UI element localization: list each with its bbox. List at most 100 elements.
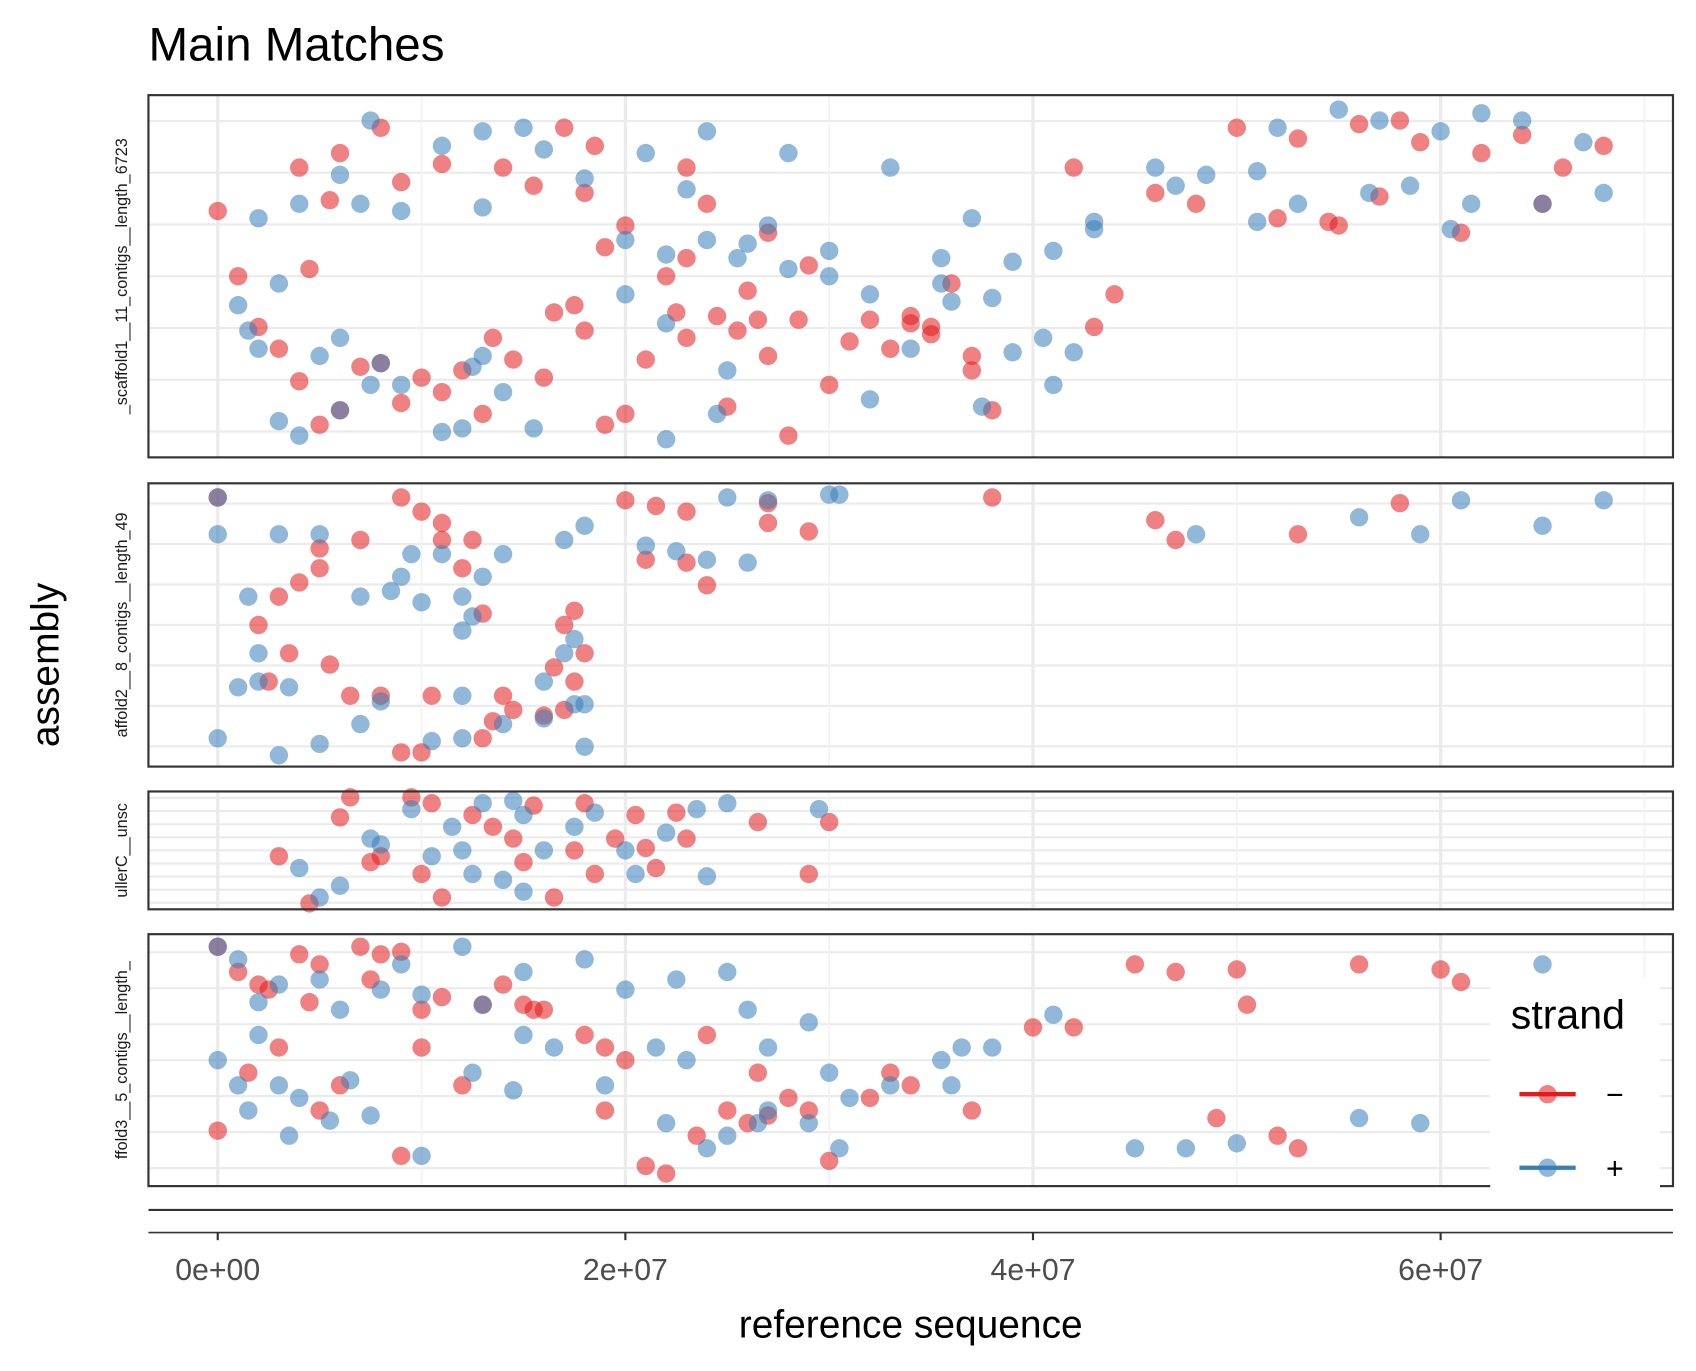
point bbox=[544, 888, 564, 907]
point bbox=[575, 321, 594, 340]
point bbox=[473, 729, 492, 748]
chart-title: Main Matches bbox=[148, 19, 444, 72]
point bbox=[565, 817, 584, 837]
point bbox=[371, 835, 390, 854]
empty-facet bbox=[148, 1208, 1673, 1234]
point bbox=[718, 1101, 737, 1120]
point bbox=[351, 194, 370, 214]
point bbox=[656, 1113, 676, 1133]
point bbox=[290, 945, 309, 964]
point bbox=[819, 267, 839, 286]
x-tick-label: 4e+07 bbox=[990, 1254, 1075, 1287]
point bbox=[809, 799, 829, 819]
point bbox=[310, 734, 329, 754]
point bbox=[575, 950, 594, 969]
point bbox=[453, 587, 472, 606]
point bbox=[860, 310, 880, 329]
point bbox=[310, 888, 329, 907]
point bbox=[290, 372, 309, 391]
point bbox=[453, 937, 472, 956]
point bbox=[1370, 111, 1389, 130]
point bbox=[1044, 241, 1063, 261]
point bbox=[1411, 1113, 1430, 1133]
point bbox=[1166, 176, 1185, 195]
point bbox=[534, 709, 554, 728]
facet-label: affold2__8_contigs__length_49 bbox=[113, 512, 131, 737]
point bbox=[473, 995, 492, 1014]
point bbox=[422, 686, 441, 705]
point bbox=[799, 864, 818, 884]
point bbox=[1146, 510, 1165, 530]
point bbox=[402, 544, 421, 564]
point bbox=[595, 1038, 615, 1057]
point bbox=[1064, 343, 1083, 362]
legend-title: strand bbox=[1511, 991, 1625, 1037]
point bbox=[616, 285, 635, 304]
point bbox=[402, 799, 421, 819]
point bbox=[1237, 995, 1257, 1014]
point bbox=[901, 339, 920, 358]
point bbox=[412, 1000, 431, 1019]
point bbox=[269, 1038, 289, 1057]
point bbox=[626, 805, 645, 825]
point bbox=[555, 118, 574, 137]
point bbox=[860, 390, 880, 409]
point bbox=[412, 593, 431, 612]
point bbox=[269, 587, 289, 606]
point bbox=[1451, 972, 1471, 992]
point bbox=[656, 1164, 676, 1183]
point bbox=[391, 743, 411, 762]
point bbox=[504, 700, 523, 720]
point bbox=[656, 314, 676, 333]
point bbox=[1186, 194, 1206, 214]
point bbox=[616, 216, 635, 235]
point bbox=[677, 1050, 696, 1070]
point bbox=[239, 1063, 258, 1082]
point bbox=[361, 375, 380, 395]
legend-key-point bbox=[1538, 1085, 1557, 1104]
point bbox=[463, 1063, 482, 1082]
point bbox=[758, 513, 778, 533]
point bbox=[269, 274, 289, 293]
facet-label: ffold3__5_contigs__length_ bbox=[113, 960, 131, 1159]
point bbox=[881, 1076, 900, 1095]
point bbox=[1329, 216, 1348, 235]
point bbox=[1186, 525, 1206, 544]
point bbox=[697, 194, 717, 214]
point bbox=[687, 799, 706, 819]
point bbox=[738, 234, 757, 253]
point bbox=[1533, 955, 1552, 974]
point bbox=[799, 1013, 818, 1032]
point bbox=[1044, 1005, 1063, 1024]
point bbox=[279, 678, 299, 697]
point bbox=[249, 672, 268, 691]
point bbox=[1288, 194, 1308, 214]
point bbox=[718, 794, 737, 813]
point bbox=[310, 415, 329, 434]
point bbox=[432, 530, 452, 550]
facet-label-group: affold2__8_contigs__length_49 bbox=[113, 512, 131, 737]
point bbox=[422, 847, 441, 866]
point bbox=[432, 544, 452, 564]
point bbox=[1064, 158, 1083, 177]
point bbox=[1553, 158, 1573, 177]
panel-border bbox=[147, 94, 1675, 459]
point bbox=[1462, 194, 1481, 214]
x-axis-label: reference sequence bbox=[739, 1303, 1083, 1346]
point bbox=[677, 180, 696, 199]
point bbox=[514, 962, 533, 982]
point bbox=[269, 411, 289, 431]
point bbox=[758, 1038, 778, 1057]
point bbox=[351, 530, 370, 550]
facet-label-group: ffold3__5_contigs__length_ bbox=[113, 960, 131, 1159]
point bbox=[432, 513, 452, 533]
point bbox=[514, 805, 533, 825]
point bbox=[1574, 133, 1593, 152]
point bbox=[707, 306, 727, 326]
point bbox=[1023, 1018, 1043, 1037]
point bbox=[983, 488, 1002, 507]
point bbox=[1431, 122, 1450, 141]
point bbox=[493, 714, 513, 734]
point bbox=[208, 729, 227, 748]
point bbox=[1268, 1126, 1287, 1145]
